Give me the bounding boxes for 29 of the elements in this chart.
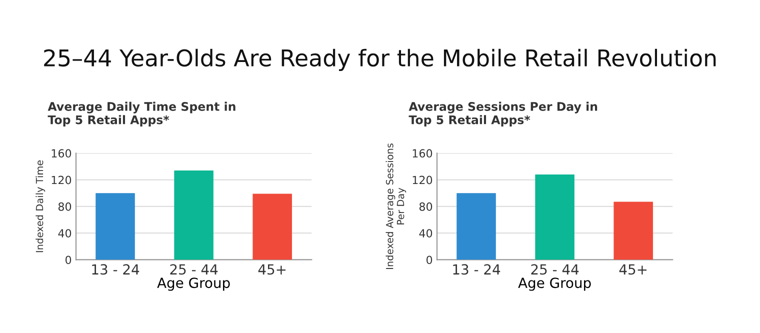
y-tick-label: 120 (52, 176, 72, 184)
x-tick-label: 45+ (258, 264, 286, 275)
chart-subtitle: Average Sessions Per Day in Top 5 Retail Apps* (408, 102, 598, 127)
y-axis-title: Indexed Average Sessions Per Day (386, 144, 406, 269)
text: 25–44 Year-Olds Are Ready for the Mobile Retail Revolution (44, 48, 716, 72)
bar (535, 174, 574, 260)
chart-subtitle: Average Daily Time Spent in Top 5 Retail Apps* (48, 102, 236, 127)
y-tick-label: 120 (412, 176, 432, 184)
x-tick-label: 25 - 44 (531, 264, 579, 275)
y-tick-label: 160 (52, 149, 72, 158)
x-tick-label: 25 - 44 (170, 264, 218, 275)
y-tick-label: 0 (65, 256, 72, 264)
y-tick-label: 80 (58, 202, 72, 211)
x-axis-title: Age Group (157, 278, 230, 291)
y-tick-label: 80 (419, 202, 432, 211)
bar (614, 202, 653, 260)
bar (174, 170, 214, 260)
y-tick-label: 160 (412, 149, 432, 158)
x-tick-label: 13 - 24 (92, 264, 140, 275)
y-tick-label: 40 (58, 229, 72, 238)
x-tick-label: 13 - 24 (453, 264, 500, 275)
y-axis-title: Indexed Daily Time (36, 160, 46, 252)
x-tick-label: 45+ (619, 264, 647, 275)
y-tick-label: 0 (426, 256, 432, 264)
bar (96, 193, 135, 260)
bar (252, 194, 292, 260)
y-tick-label: 40 (419, 229, 432, 238)
bar (456, 193, 496, 260)
x-axis-title: Age Group (518, 278, 591, 291)
